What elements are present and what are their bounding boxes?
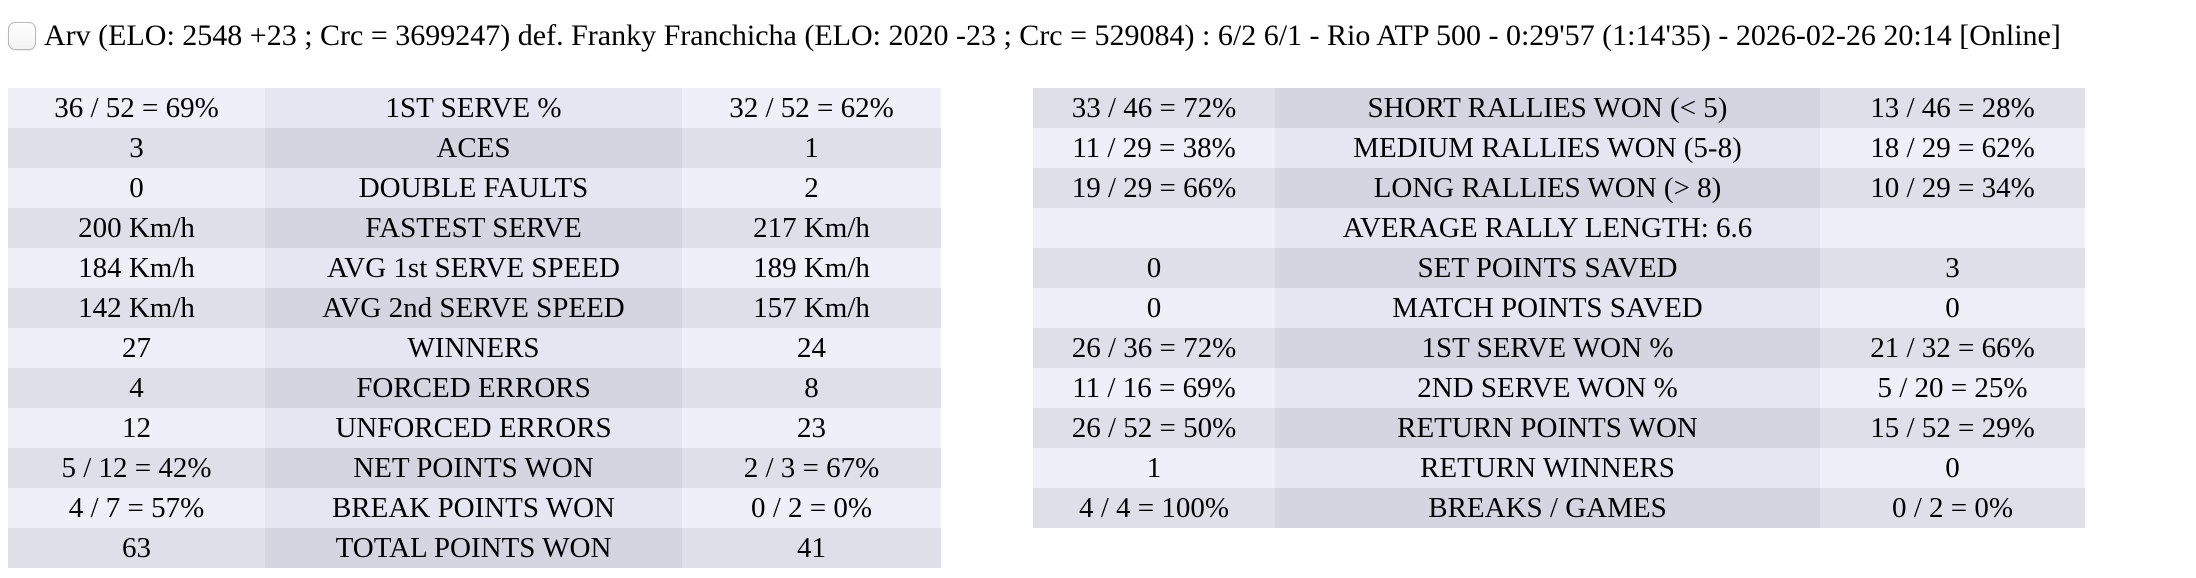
table-row: 4 FORCED ERRORS 8 bbox=[8, 368, 941, 408]
stat-value-player2: 15 / 52 = 29% bbox=[1820, 408, 2085, 448]
stat-value-player2: 2 / 3 = 67% bbox=[682, 448, 941, 488]
stat-value-player1: 26 / 36 = 72% bbox=[1033, 328, 1275, 368]
table-row: 36 / 52 = 69% 1ST SERVE % 32 / 52 = 62% bbox=[8, 88, 941, 128]
table-row: 63 TOTAL POINTS WON 41 bbox=[8, 528, 941, 568]
match-result-title: Arv (ELO: 2548 +23 ; Crc = 3699247) def.… bbox=[44, 19, 2061, 52]
stat-value-player1: 63 bbox=[8, 528, 265, 568]
table-row: 0 DOUBLE FAULTS 2 bbox=[8, 168, 941, 208]
stat-value-player1: 19 / 29 = 66% bbox=[1033, 168, 1275, 208]
stat-value-player2: 157 Km/h bbox=[682, 288, 941, 328]
stat-label: AVG 1st SERVE SPEED bbox=[265, 248, 682, 288]
stat-label: MEDIUM RALLIES WON (5-8) bbox=[1275, 128, 1820, 168]
stat-label: SHORT RALLIES WON (< 5) bbox=[1275, 88, 1820, 128]
table-row: 0 MATCH POINTS SAVED 0 bbox=[1033, 288, 2085, 328]
table-row: 11 / 29 = 38% MEDIUM RALLIES WON (5-8) 18 … bbox=[1033, 128, 2085, 168]
stat-value-player1: 184 Km/h bbox=[8, 248, 265, 288]
table-row: 142 Km/h AVG 2nd SERVE SPEED 157 Km/h bbox=[8, 288, 941, 328]
serve-stats-table: 36 / 52 = 69% 1ST SERVE % 32 / 52 = 62% 3 AC… bbox=[8, 88, 941, 568]
stat-value-player2: 1 bbox=[682, 128, 941, 168]
stat-value-player2: 2 bbox=[682, 168, 941, 208]
stat-value-player2 bbox=[1820, 208, 2085, 248]
stat-label: FASTEST SERVE bbox=[265, 208, 682, 248]
stat-value-player2: 21 / 32 = 66% bbox=[1820, 328, 2085, 368]
table-row: 27 WINNERS 24 bbox=[8, 328, 941, 368]
stat-label: UNFORCED ERRORS bbox=[265, 408, 682, 448]
stat-value-player2: 189 Km/h bbox=[682, 248, 941, 288]
stat-label: MATCH POINTS SAVED bbox=[1275, 288, 1820, 328]
stat-label: LONG RALLIES WON (> 8) bbox=[1275, 168, 1820, 208]
table-row: 1 RETURN WINNERS 0 bbox=[1033, 448, 2085, 488]
stat-value-player1: 11 / 16 = 69% bbox=[1033, 368, 1275, 408]
table-row: 200 Km/h FASTEST SERVE 217 Km/h bbox=[8, 208, 941, 248]
stat-value-player2: 13 / 46 = 28% bbox=[1820, 88, 2085, 128]
stat-value-player2: 0 bbox=[1820, 288, 2085, 328]
table-row: AVERAGE RALLY LENGTH: 6.6 bbox=[1033, 208, 2085, 248]
stat-label: SET POINTS SAVED bbox=[1275, 248, 1820, 288]
stat-label: AVERAGE RALLY LENGTH: 6.6 bbox=[1275, 208, 1820, 248]
rally-stats-table: 33 / 46 = 72% SHORT RALLIES WON (< 5) 13 /… bbox=[1033, 88, 2085, 528]
table-row: 12 UNFORCED ERRORS 23 bbox=[8, 408, 941, 448]
match-select-checkbox[interactable] bbox=[8, 22, 36, 50]
stat-value-player1: 33 / 46 = 72% bbox=[1033, 88, 1275, 128]
stat-label: ACES bbox=[265, 128, 682, 168]
stat-label: BREAK POINTS WON bbox=[265, 488, 682, 528]
stat-value-player2: 10 / 29 = 34% bbox=[1820, 168, 2085, 208]
stat-value-player1: 4 bbox=[8, 368, 265, 408]
stat-value-player2: 23 bbox=[682, 408, 941, 448]
stat-value-player1: 142 Km/h bbox=[8, 288, 265, 328]
stat-value-player1: 1 bbox=[1033, 448, 1275, 488]
stat-value-player2: 18 / 29 = 62% bbox=[1820, 128, 2085, 168]
stat-label: WINNERS bbox=[265, 328, 682, 368]
stat-value-player2: 24 bbox=[682, 328, 941, 368]
table-row: 0 SET POINTS SAVED 3 bbox=[1033, 248, 2085, 288]
stat-value-player1: 3 bbox=[8, 128, 265, 168]
stat-value-player2: 0 / 2 = 0% bbox=[1820, 488, 2085, 528]
match-result-header: Arv (ELO: 2548 +23 ; Crc = 3699247) def.… bbox=[8, 18, 2194, 54]
stat-value-player2: 8 bbox=[682, 368, 941, 408]
stat-label: 2ND SERVE WON % bbox=[1275, 368, 1820, 408]
table-row: 26 / 52 = 50% RETURN POINTS WON 15 / 52 = … bbox=[1033, 408, 2085, 448]
stat-value-player1: 0 bbox=[1033, 248, 1275, 288]
stat-value-player2: 0 bbox=[1820, 448, 2085, 488]
stat-value-player1: 200 Km/h bbox=[8, 208, 265, 248]
table-row: 3 ACES 1 bbox=[8, 128, 941, 168]
stat-value-player2: 41 bbox=[682, 528, 941, 568]
stat-value-player1: 4 / 4 = 100% bbox=[1033, 488, 1275, 528]
stat-label: AVG 2nd SERVE SPEED bbox=[265, 288, 682, 328]
table-row: 33 / 46 = 72% SHORT RALLIES WON (< 5) 13 /… bbox=[1033, 88, 2085, 128]
stat-value-player2: 0 / 2 = 0% bbox=[682, 488, 941, 528]
table-row: 184 Km/h AVG 1st SERVE SPEED 189 Km/h bbox=[8, 248, 941, 288]
stat-value-player1: 0 bbox=[8, 168, 265, 208]
stat-value-player1: 26 / 52 = 50% bbox=[1033, 408, 1275, 448]
stat-value-player1: 5 / 12 = 42% bbox=[8, 448, 265, 488]
stat-value-player1: 11 / 29 = 38% bbox=[1033, 128, 1275, 168]
table-row: 11 / 16 = 69% 2ND SERVE WON % 5 / 20 = 25% bbox=[1033, 368, 2085, 408]
stat-value-player2: 5 / 20 = 25% bbox=[1820, 368, 2085, 408]
stat-label: BREAKS / GAMES bbox=[1275, 488, 1820, 528]
stat-value-player1: 36 / 52 = 69% bbox=[8, 88, 265, 128]
table-row: 5 / 12 = 42% NET POINTS WON 2 / 3 = 67% bbox=[8, 448, 941, 488]
stat-label: NET POINTS WON bbox=[265, 448, 682, 488]
stat-value-player1: 4 / 7 = 57% bbox=[8, 488, 265, 528]
stat-label: FORCED ERRORS bbox=[265, 368, 682, 408]
stat-label: DOUBLE FAULTS bbox=[265, 168, 682, 208]
stat-value-player2: 3 bbox=[1820, 248, 2085, 288]
table-row: 19 / 29 = 66% LONG RALLIES WON (> 8) 10 / … bbox=[1033, 168, 2085, 208]
stat-value-player2: 217 Km/h bbox=[682, 208, 941, 248]
table-row: 26 / 36 = 72% 1ST SERVE WON % 21 / 32 = 66… bbox=[1033, 328, 2085, 368]
stat-value-player1: 0 bbox=[1033, 288, 1275, 328]
stat-label: TOTAL POINTS WON bbox=[265, 528, 682, 568]
stat-value-player1 bbox=[1033, 208, 1275, 248]
stat-value-player2: 32 / 52 = 62% bbox=[682, 88, 941, 128]
stat-label: RETURN POINTS WON bbox=[1275, 408, 1820, 448]
stat-value-player1: 27 bbox=[8, 328, 265, 368]
table-row: 4 / 4 = 100% BREAKS / GAMES 0 / 2 = 0% bbox=[1033, 488, 2085, 528]
stat-label: 1ST SERVE WON % bbox=[1275, 328, 1820, 368]
table-row: 4 / 7 = 57% BREAK POINTS WON 0 / 2 = 0% bbox=[8, 488, 941, 528]
stat-label: 1ST SERVE % bbox=[265, 88, 682, 128]
stat-value-player1: 12 bbox=[8, 408, 265, 448]
stat-label: RETURN WINNERS bbox=[1275, 448, 1820, 488]
